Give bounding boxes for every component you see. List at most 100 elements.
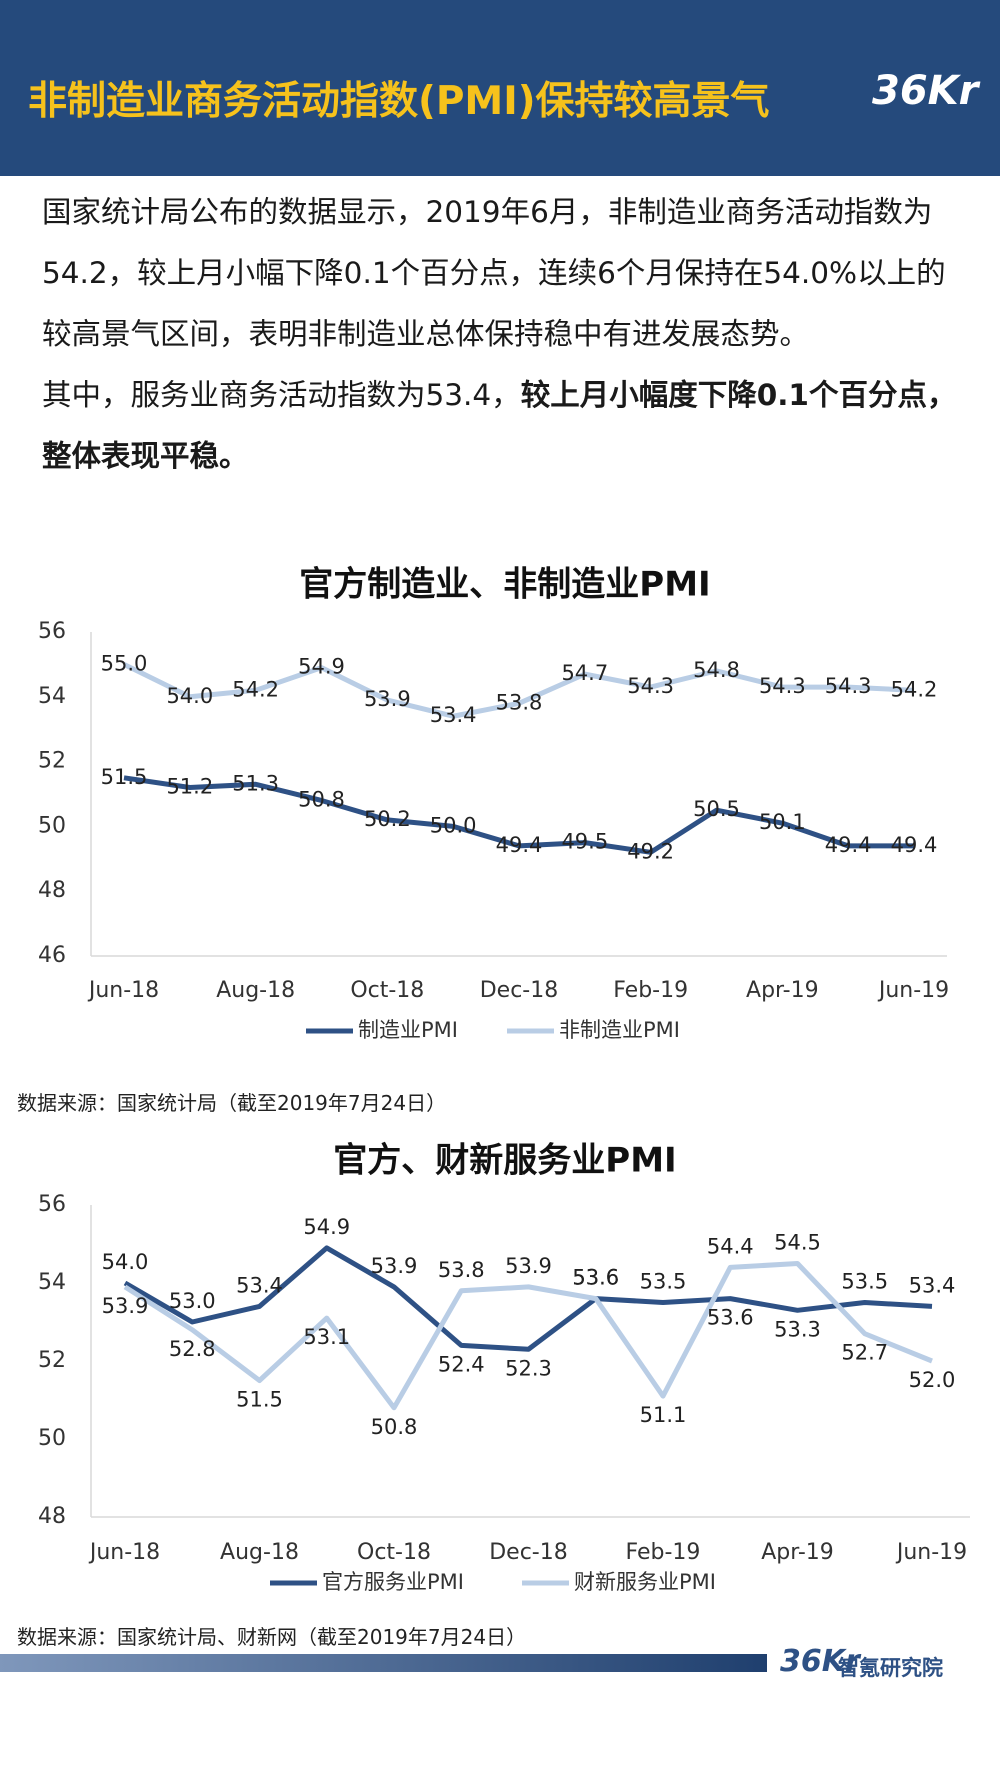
data-label: 49.4: [825, 833, 872, 857]
data-label: 54.2: [232, 677, 279, 701]
data-label: 54.9: [298, 655, 345, 679]
data-label: 53.0: [169, 1289, 216, 1313]
data-label: 53.3: [774, 1317, 821, 1341]
header-logo: 36Kr: [872, 68, 979, 114]
source-note: 数据来源：国家统计局、财新网（截至2019年7月24日）: [17, 1625, 527, 1649]
x-tick-label: Aug-18: [216, 978, 295, 1003]
body-text: 国家统计局公布的数据显示，2019年6月，非制造业商务活动指数为54.2，较上月…: [42, 182, 967, 487]
x-tick-label: Apr-19: [746, 978, 819, 1003]
data-line: [122, 662, 915, 719]
legend-label: 制造业PMI: [358, 1018, 458, 1042]
legend-label: 财新服务业PMI: [574, 1570, 716, 1594]
data-label: 53.5: [841, 1270, 888, 1294]
x-tick-label: Oct-18: [357, 1540, 431, 1565]
data-label: 52.4: [438, 1352, 485, 1376]
data-label: 54.0: [102, 1250, 149, 1274]
y-tick-label: 50: [38, 813, 66, 838]
data-label: 53.4: [430, 703, 477, 727]
data-label: 50.2: [364, 807, 411, 831]
data-label: 53.9: [364, 687, 411, 711]
x-tick-label: Dec-18: [489, 1540, 568, 1565]
y-tick-label: 52: [38, 749, 66, 774]
data-label: 54.9: [303, 1215, 350, 1239]
data-label: 53.6: [572, 1266, 619, 1290]
data-label: 50.8: [371, 1415, 418, 1439]
y-tick-label: 54: [38, 1270, 66, 1295]
data-label: 53.1: [303, 1325, 350, 1349]
data-label: 50.1: [759, 810, 806, 834]
data-label: 54.3: [825, 674, 872, 698]
data-label: 51.5: [236, 1388, 283, 1412]
data-label: 53.8: [496, 690, 543, 714]
data-label: 53.9: [371, 1254, 418, 1278]
data-label: 53.4: [909, 1273, 956, 1297]
footer-bar: [0, 1654, 767, 1672]
data-label: 50.0: [430, 813, 477, 837]
data-label: 52.7: [841, 1341, 888, 1365]
data-line: [123, 775, 914, 855]
bold-text: 较上月小幅度下降0.1个百分点，整体表现平稳。: [42, 378, 957, 473]
data-label: 49.4: [891, 833, 938, 857]
x-tick-label: Aug-18: [220, 1540, 299, 1565]
data-label: 53.9: [102, 1294, 149, 1318]
data-label: 55.0: [101, 651, 148, 675]
y-tick-label: 56: [38, 619, 66, 644]
x-tick-label: Feb-19: [613, 978, 688, 1003]
data-label: 50.8: [298, 787, 345, 811]
data-label: 53.9: [505, 1254, 552, 1278]
data-label: 51.5: [101, 765, 148, 789]
y-tick-label: 54: [38, 684, 66, 709]
x-tick-label: Jun-19: [877, 978, 949, 1003]
paragraph: 其中，服务业商务活动指数为53.4，较上月小幅度下降0.1个百分点，整体表现平稳…: [42, 365, 967, 487]
data-label: 51.2: [166, 775, 213, 799]
y-tick-label: 48: [38, 878, 66, 903]
data-label: 49.5: [561, 830, 608, 854]
y-tick-label: 52: [38, 1348, 66, 1373]
data-label: 52.0: [909, 1368, 956, 1392]
data-label: 49.2: [627, 839, 674, 863]
y-tick-label: 56: [38, 1192, 66, 1217]
data-label: 54.0: [166, 684, 213, 708]
data-label: 54.7: [561, 661, 608, 685]
data-label: 53.4: [236, 1273, 283, 1297]
x-tick-label: Feb-19: [626, 1540, 701, 1565]
data-label: 53.6: [707, 1306, 754, 1330]
legend-label: 非制造业PMI: [559, 1018, 680, 1042]
data-label: 54.2: [891, 677, 938, 701]
data-label: 54.3: [759, 674, 806, 698]
data-label: 54.3: [627, 674, 674, 698]
text: 其中，服务业商务活动指数为53.4，: [42, 378, 521, 412]
data-label: 52.3: [505, 1356, 552, 1380]
footer-logo: 36Kr: [780, 1644, 860, 1679]
header: 非制造业商务活动指数(PMI)保持较高景气 36Kr: [0, 0, 1000, 176]
x-tick-label: Apr-19: [761, 1540, 834, 1565]
footer-name: 智氪研究院: [838, 1656, 943, 1680]
data-label: 54.8: [693, 658, 740, 682]
source-note: 数据来源：国家统计局（截至2019年7月24日）: [17, 1091, 447, 1115]
data-label: 51.3: [232, 771, 279, 795]
data-label: 54.5: [774, 1231, 821, 1255]
data-line: [123, 1245, 933, 1352]
x-tick-label: Jun-18: [87, 978, 159, 1003]
data-label: 52.8: [169, 1337, 216, 1361]
x-tick-label: Oct-18: [350, 978, 424, 1003]
data-label: 53.5: [640, 1270, 687, 1294]
data-label: 54.4: [707, 1234, 754, 1258]
data-label: 53.6: [572, 1266, 619, 1290]
y-tick-label: 46: [38, 943, 66, 968]
x-tick-label: Jun-18: [88, 1540, 160, 1565]
data-label: 50.5: [693, 797, 740, 821]
legend-label: 官方服务业PMI: [322, 1570, 464, 1594]
header-title: 非制造业商务活动指数(PMI)保持较高景气: [28, 79, 770, 124]
x-tick-label: Dec-18: [480, 978, 559, 1003]
data-line: [123, 1261, 933, 1411]
y-tick-label: 50: [38, 1426, 66, 1451]
chart-title: 官方制造业、非制造业PMI: [299, 565, 710, 605]
x-tick-label: Jun-19: [895, 1540, 967, 1565]
y-tick-label: 48: [38, 1504, 66, 1529]
data-label: 49.4: [496, 833, 543, 857]
data-label: 51.1: [640, 1403, 687, 1427]
paragraph: 国家统计局公布的数据显示，2019年6月，非制造业商务活动指数为54.2，较上月…: [42, 195, 946, 351]
